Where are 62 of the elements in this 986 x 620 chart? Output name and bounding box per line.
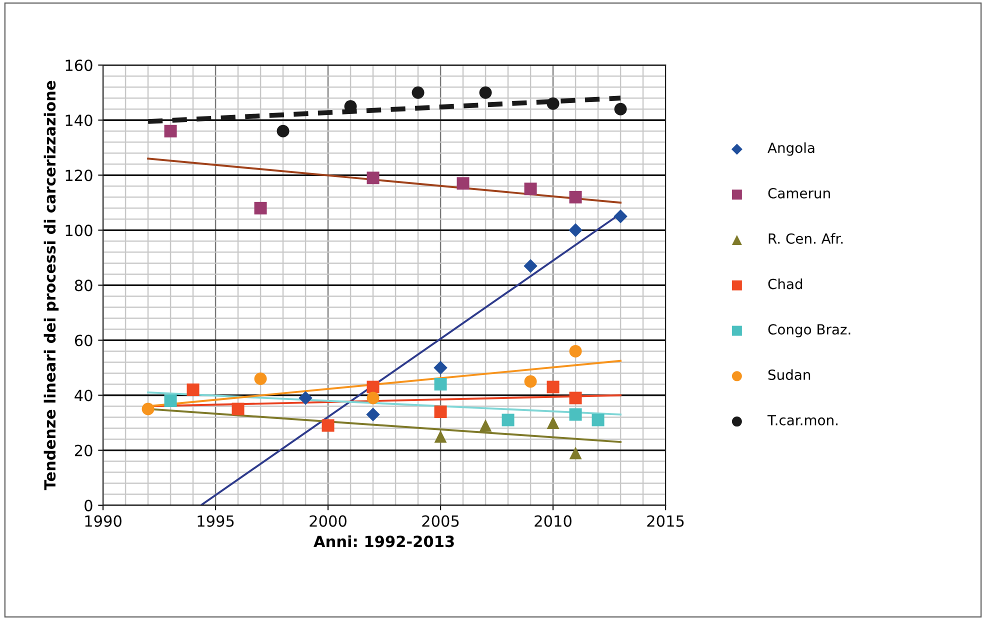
point bbox=[434, 430, 447, 443]
point bbox=[434, 406, 447, 418]
point bbox=[186, 383, 200, 396]
legend-label: Angola bbox=[768, 142, 814, 156]
point bbox=[502, 414, 514, 426]
point bbox=[569, 408, 582, 421]
y-tick-label: 100 bbox=[66, 224, 92, 236]
x-tick-label: 2000 bbox=[310, 515, 346, 527]
point bbox=[592, 414, 604, 426]
x-tick-label: 2005 bbox=[422, 515, 459, 527]
y-axis-title: Tendenze lineari dei processi di carcerizzazione bbox=[44, 80, 59, 490]
point bbox=[366, 408, 380, 422]
point bbox=[569, 190, 582, 204]
legend-label: Chad bbox=[768, 278, 802, 290]
point bbox=[366, 172, 380, 184]
legend-label: Camerun bbox=[768, 188, 830, 198]
point bbox=[412, 86, 424, 99]
point bbox=[524, 182, 537, 196]
point bbox=[254, 202, 267, 214]
point bbox=[569, 392, 582, 404]
point bbox=[524, 259, 538, 273]
y-tick-label: 0 bbox=[84, 500, 92, 512]
y-tick-label: 160 bbox=[66, 60, 92, 72]
point bbox=[322, 419, 334, 432]
y-tick-label: 40 bbox=[74, 390, 92, 402]
y-tick-label: 80 bbox=[74, 280, 92, 292]
point bbox=[614, 102, 627, 116]
point bbox=[366, 392, 380, 404]
y-tick-label: 20 bbox=[74, 444, 92, 456]
point bbox=[232, 402, 244, 416]
x-tick-label: 1995 bbox=[198, 515, 234, 527]
legend-label: T.car.mon. bbox=[767, 415, 838, 426]
point bbox=[546, 416, 560, 430]
point bbox=[614, 210, 628, 224]
point bbox=[298, 391, 312, 405]
point bbox=[569, 446, 582, 460]
point bbox=[434, 360, 448, 375]
legend-label: Congo Braz. bbox=[768, 324, 850, 338]
y-tick-label: 140 bbox=[66, 114, 92, 126]
point bbox=[569, 344, 582, 358]
y-tick-label: 60 bbox=[74, 334, 92, 346]
x-tick-label: 1990 bbox=[85, 515, 122, 527]
point bbox=[479, 419, 492, 432]
x-tick-label: 2010 bbox=[534, 515, 572, 527]
point bbox=[434, 378, 447, 390]
point bbox=[142, 402, 154, 416]
legend-label: Sudan bbox=[768, 369, 810, 380]
point bbox=[524, 375, 537, 388]
point bbox=[546, 97, 560, 110]
y-tick-label: 120 bbox=[66, 170, 92, 182]
x-tick-label: 2015 bbox=[647, 515, 684, 527]
legend-label: R. Cen. Afr. bbox=[768, 233, 843, 244]
point bbox=[366, 380, 380, 394]
point bbox=[456, 177, 470, 190]
x-axis-title: Anni: 1992-2013 bbox=[314, 535, 454, 548]
point bbox=[568, 223, 582, 238]
point bbox=[164, 394, 177, 408]
point bbox=[164, 124, 177, 138]
point bbox=[479, 86, 492, 99]
point bbox=[546, 380, 560, 394]
point bbox=[276, 124, 290, 138]
point bbox=[254, 372, 267, 385]
